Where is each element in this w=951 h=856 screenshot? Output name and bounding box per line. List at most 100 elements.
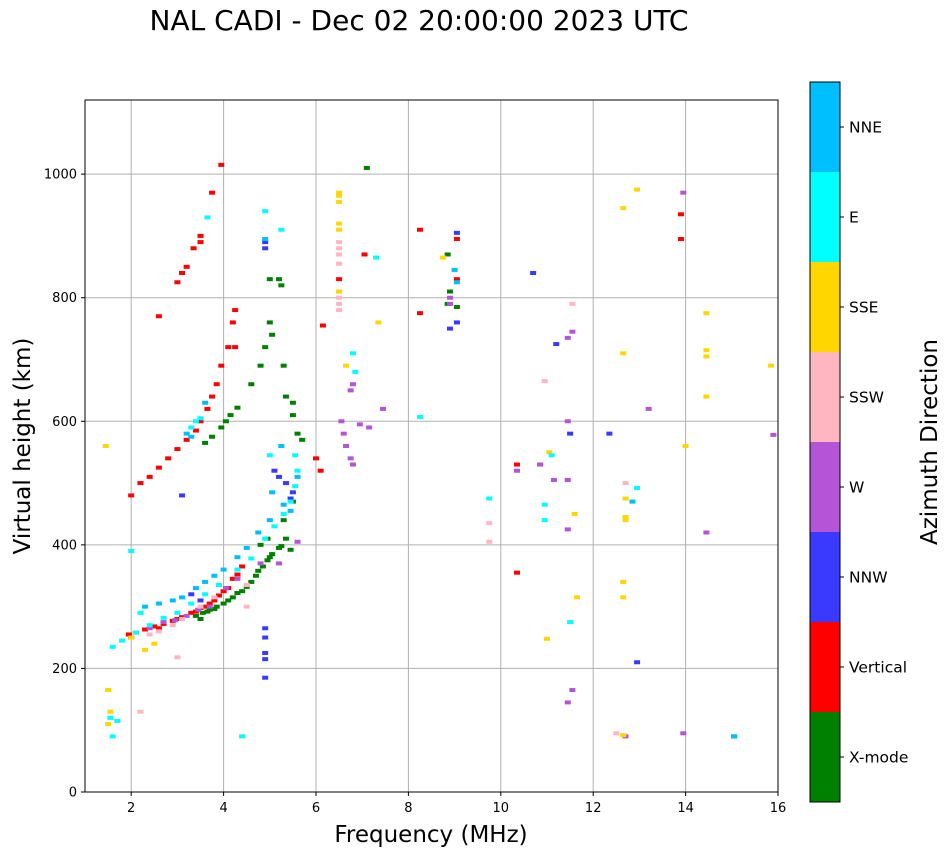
echo-point-nnw	[276, 474, 283, 479]
echo-point-x-mode	[287, 547, 294, 552]
echo-point-e	[137, 610, 144, 615]
echo-point-x-mode	[276, 277, 283, 282]
colorbar-segment-x-mode	[810, 712, 840, 802]
echo-point-x-mode	[255, 568, 262, 573]
echo-point-vertical	[232, 345, 239, 350]
echo-point-ssw	[613, 731, 620, 736]
echo-point-w	[564, 527, 571, 532]
echo-point-vertical	[197, 233, 204, 238]
echo-point-x-mode	[289, 400, 296, 405]
echo-point-nne	[183, 431, 190, 436]
echo-point-w	[340, 431, 347, 436]
echo-point-nne	[243, 545, 250, 550]
echo-point-x-mode	[363, 165, 370, 170]
echo-point-vertical	[202, 604, 209, 609]
echo-point-nne	[179, 595, 186, 600]
echo-point-w	[537, 462, 544, 467]
echo-point-vertical	[137, 481, 144, 486]
chart-title: NAL CADI - Dec 02 20:00:00 2023 UTC	[149, 4, 689, 37]
echo-point-x-mode	[213, 604, 220, 609]
echo-point-w	[680, 190, 687, 195]
echo-point-nnw	[197, 598, 204, 603]
x-axis-ticks: 2 4 6 8 10 12 14 16	[127, 792, 786, 816]
echo-point-vertical	[229, 576, 236, 581]
echo-point-sse	[336, 221, 343, 226]
echo-point-nnw	[262, 650, 269, 655]
echo-point-vertical	[179, 271, 186, 275]
x-axis-label: Frequency (MHz)	[334, 822, 527, 848]
echo-point-sse	[622, 518, 629, 523]
echo-point-vertical	[220, 589, 227, 594]
echo-point-w	[569, 329, 576, 334]
echo-point-sse	[622, 496, 629, 501]
echo-point-e	[352, 369, 359, 374]
echo-point-vertical	[151, 624, 158, 629]
echo-point-x-mode	[278, 544, 285, 549]
echo-point-vertical	[319, 323, 326, 328]
echo-point-sse	[571, 511, 578, 516]
echo-point-w	[569, 688, 576, 693]
echo-point-vertical	[142, 627, 149, 632]
echo-point-w	[294, 539, 301, 544]
echo-point-e	[634, 486, 641, 491]
colorbar-tick-label: NNE	[849, 119, 882, 137]
echo-point-w	[356, 422, 363, 427]
echo-point-sse	[375, 320, 382, 325]
echo-point-sse	[703, 348, 710, 353]
echo-point-vertical	[453, 237, 460, 242]
echo-point-e	[109, 644, 116, 649]
echo-point-e	[541, 502, 548, 507]
echo-point-ssw	[169, 623, 176, 628]
echo-point-vertical	[215, 593, 222, 598]
echo-point-x-mode	[192, 613, 199, 618]
echo-point-x-mode	[269, 552, 276, 557]
y-tick-label: 1000	[44, 168, 77, 183]
echo-point-e	[118, 638, 125, 643]
echo-point-w	[338, 419, 345, 424]
echo-point-x-mode	[227, 413, 234, 418]
colorbar-tick-label: SSW	[849, 389, 884, 407]
echo-point-nne	[287, 508, 294, 513]
echo-point-e	[192, 419, 199, 424]
echo-point-e	[202, 592, 209, 597]
echo-point-e	[109, 734, 116, 739]
echo-point-w	[347, 388, 354, 393]
echo-point-vertical	[677, 212, 684, 217]
echo-point-vertical	[229, 320, 236, 325]
colorbar-tick-label: SSE	[849, 299, 878, 317]
echo-point-vertical	[188, 610, 195, 615]
echo-point-x-mode	[218, 425, 225, 430]
echo-point-ssw	[486, 539, 493, 544]
echo-point-ssw	[336, 261, 343, 266]
echo-point-x-mode	[202, 440, 209, 445]
colorbar-segment-nne	[810, 82, 840, 172]
echo-point-w	[160, 620, 167, 625]
echo-point-x-mode	[280, 518, 287, 523]
echo-point-x-mode	[197, 617, 204, 621]
echo-point-e	[204, 215, 211, 220]
colorbar-tick-label: X-mode	[849, 749, 908, 767]
echo-point-vertical	[174, 280, 181, 285]
echo-point-w	[550, 477, 557, 482]
echo-point-nne	[453, 280, 460, 285]
echo-point-e	[567, 620, 574, 625]
echo-point-ssw	[336, 246, 343, 251]
echo-point-e	[262, 536, 269, 541]
echo-point-x-mode	[220, 601, 227, 606]
echo-point-nnw	[453, 230, 460, 235]
colorbar-segment-vertical	[810, 622, 840, 712]
echo-point-nnw	[634, 660, 641, 665]
echo-point-x-mode	[209, 434, 216, 439]
echo-point-x-mode	[266, 277, 273, 282]
echo-point-e	[278, 227, 285, 232]
echo-point-w	[195, 607, 202, 612]
echo-point-w	[564, 419, 571, 424]
echo-point-ssw	[174, 655, 181, 660]
echo-point-e	[262, 209, 269, 214]
echo-point-x-mode	[248, 382, 255, 387]
echo-point-w	[446, 301, 453, 306]
echo-point-ssw	[569, 301, 576, 306]
echo-point-e	[280, 511, 287, 516]
colorbar-segment-e	[810, 172, 840, 262]
echo-point-sse	[440, 255, 447, 260]
